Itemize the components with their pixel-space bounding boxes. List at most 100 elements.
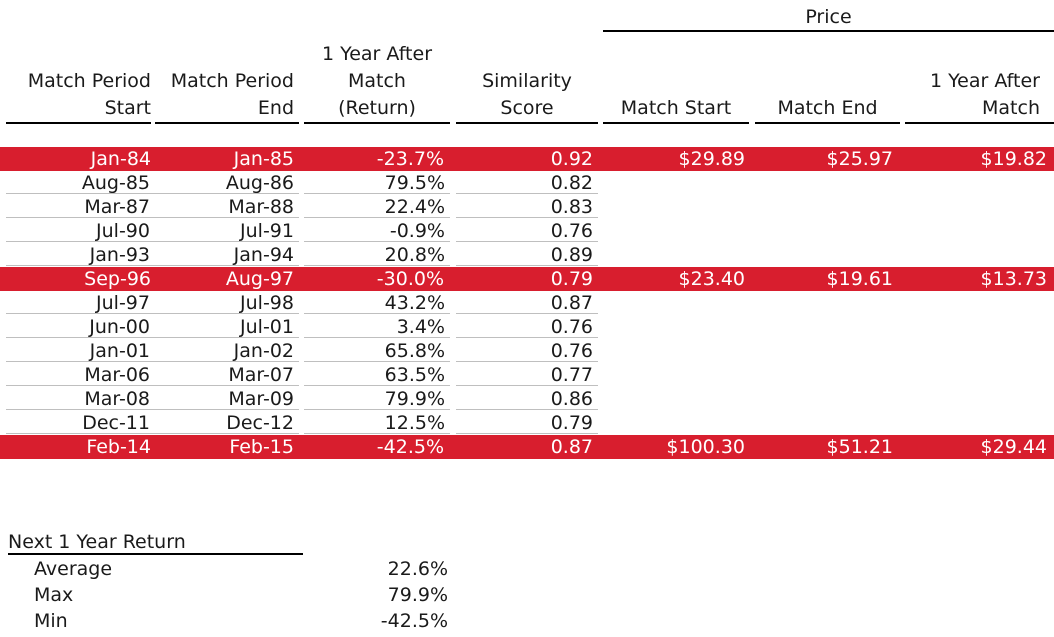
cell-price-after [905,315,1047,339]
cell-match-start: Aug-85 [6,171,155,194]
cell-price-start [603,315,745,339]
cell-price-after [905,411,1047,435]
cell-price-start [603,219,745,243]
cell-match-end: Mar-07 [155,363,299,386]
cell-match-start: Sep-96 [84,268,151,290]
cell-match-start: Jan-84 [90,148,151,170]
header-underline [456,122,598,124]
cell-match-start: Jul-90 [6,219,155,242]
cell-match-start: Mar-06 [6,363,155,386]
cell-return: 63.5% [304,363,450,386]
cell-price-after: $19.82 [980,148,1047,170]
cell-score: 0.89 [456,243,598,266]
summary-value: -42.5% [380,610,448,632]
cell-score: 0.76 [456,339,598,362]
table-row: Jul-90 Jul-91 -0.9% 0.76 [0,219,1054,243]
table-row: Aug-85 Aug-86 79.5% 0.82 [0,171,1054,195]
header-one-year-return: 1 Year After Match (Return) [321,43,433,119]
cell-return: 20.8% [304,243,450,266]
cell-price-after [905,195,1047,219]
table-row: Mar-08 Mar-09 79.9% 0.86 [0,387,1054,411]
cell-price-end [755,411,893,435]
summary-title: Next 1 Year Return [8,531,303,555]
cell-price-after [905,363,1047,387]
cell-return: 65.8% [304,339,450,362]
cell-score: 0.82 [456,171,598,194]
cell-return: 43.2% [304,291,450,314]
table-row-highlighted: Feb-14 Feb-15 -42.5% 0.87 $100.30 $51.21 $29.4… [0,435,1054,459]
header-similarity-score: Similarity Score [482,70,572,119]
cell-price-start [603,243,745,267]
cell-price-end [755,291,893,315]
header-underline [905,122,1054,124]
header-underline [155,122,299,124]
cell-return: 79.5% [304,171,450,194]
cell-match-end: Jan-94 [155,243,299,266]
header-underline [6,122,151,124]
cell-match-end: Jul-98 [155,291,299,314]
cell-price-end: $51.21 [826,436,893,458]
cell-price-after [905,171,1047,195]
cell-return: 79.9% [304,387,450,410]
cell-score: 0.79 [456,411,598,434]
header-underline [603,122,749,124]
header-price-one-year-after: 1 Year After Match [929,70,1040,119]
table-row: Jan-01 Jan-02 65.8% 0.76 [0,339,1054,363]
cell-price-end [755,315,893,339]
cell-price-after [905,387,1047,411]
cell-score: 0.83 [456,195,598,218]
summary-label: Max [34,584,74,606]
cell-return: -0.9% [304,219,450,242]
price-group-underline [603,30,1054,32]
cell-match-start: Jan-01 [6,339,155,362]
cell-return: -42.5% [376,436,444,458]
cell-price-start [603,291,745,315]
summary-value: 79.9% [387,584,448,606]
cell-match-end: Jul-01 [155,315,299,338]
summary-row-max: Max 79.9% [8,582,448,608]
table-row: Jul-97 Jul-98 43.2% 0.87 [0,291,1054,315]
cell-score: 0.87 [550,436,593,458]
cell-price-end [755,195,893,219]
table-row: Jun-00 Jul-01 3.4% 0.76 [0,315,1054,339]
cell-price-start: $23.40 [678,268,745,290]
cell-price-start [603,387,745,411]
cell-match-end: Jan-02 [155,339,299,362]
table-row-highlighted: Jan-84 Jan-85 -23.7% 0.92 $29.89 $25.97 $19.82 [0,147,1054,171]
cell-price-start [603,195,745,219]
cell-price-after [905,339,1047,363]
cell-price-start: $29.89 [678,148,745,170]
cell-return: 22.4% [304,195,450,218]
cell-price-start [603,339,745,363]
cell-match-end: Mar-09 [155,387,299,410]
table-row: Dec-11 Dec-12 12.5% 0.79 [0,411,1054,435]
cell-match-start: Mar-08 [6,387,155,410]
header-price-match-start: Match Start [620,97,732,119]
summary-value: 22.6% [387,558,448,580]
cell-price-after: $13.73 [980,268,1047,290]
header-underline [755,122,900,124]
cell-price-after [905,243,1047,267]
cell-score: 0.92 [550,148,593,170]
cell-match-end: Jul-91 [155,219,299,242]
table-body: Jan-84 Jan-85 -23.7% 0.92 $29.89 $25.97 $19.82… [0,147,1054,459]
table-row: Mar-06 Mar-07 63.5% 0.77 [0,363,1054,387]
summary-label: Average [34,558,113,580]
cell-price-end [755,219,893,243]
cell-price-end: $25.97 [826,148,893,170]
summary-label: Min [34,610,68,632]
cell-price-after [905,291,1047,315]
cell-price-end [755,243,893,267]
cell-return: -23.7% [376,148,444,170]
cell-price-end [755,171,893,195]
price-group-header: Price [805,6,852,28]
cell-score: 0.87 [456,291,598,314]
summary-row-min: Min -42.5% [8,608,448,634]
cell-price-start [603,171,745,195]
cell-match-end: Jan-85 [233,148,294,170]
cell-price-after [905,219,1047,243]
header-match-period-end: Match Period End [170,70,294,119]
cell-match-start: Jan-93 [6,243,155,266]
summary-row-average: Average 22.6% [8,556,448,582]
